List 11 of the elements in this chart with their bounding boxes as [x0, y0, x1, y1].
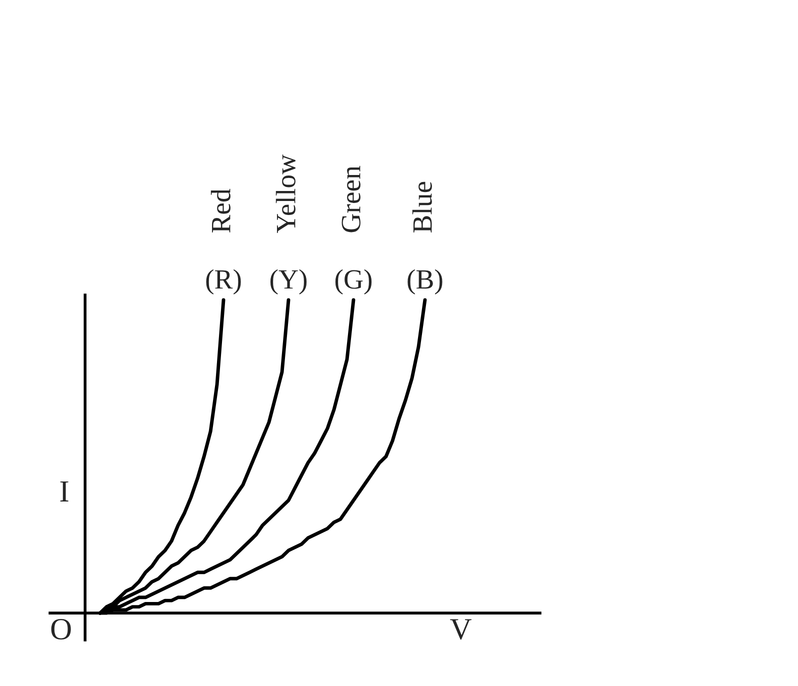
y-axis-title: I	[60, 481, 68, 502]
text: Green	[342, 166, 360, 232]
text: (R)	[206, 269, 241, 294]
text: Yellow	[276, 154, 296, 234]
text: Blue	[412, 182, 432, 233]
text: Red	[210, 188, 230, 233]
text: (G)	[335, 269, 372, 294]
text: O	[51, 618, 71, 640]
x-axis-title: V	[450, 619, 472, 640]
text: (Y)	[270, 269, 307, 294]
text: (B)	[408, 269, 442, 294]
